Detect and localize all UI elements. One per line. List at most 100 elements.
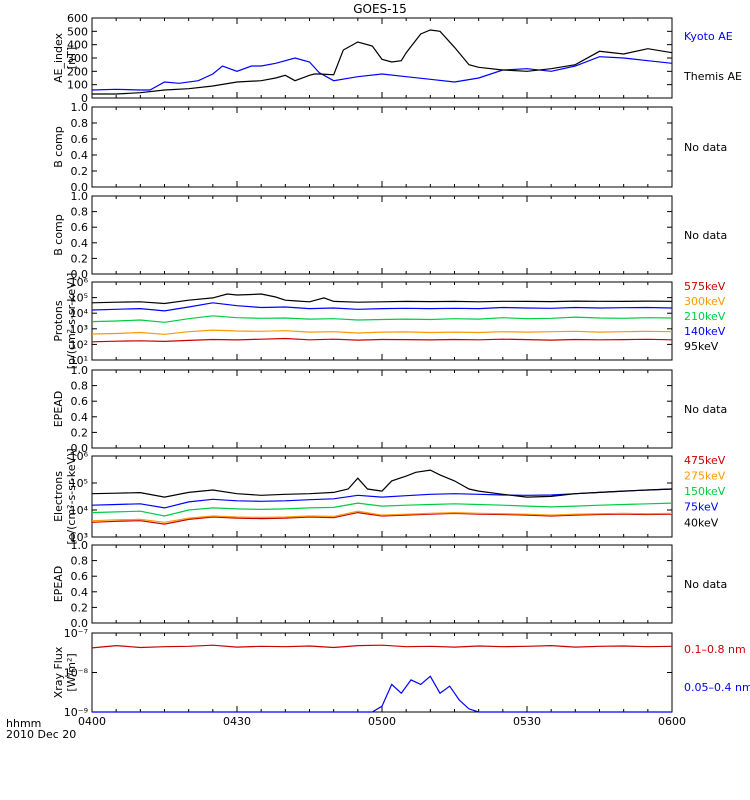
y-tick-label: 100 (67, 79, 88, 92)
panel-frame (91, 106, 673, 188)
series-line (91, 329, 673, 335)
y-tick-label: 0.4 (71, 149, 89, 162)
panel-protons: 10¹ 10² 10³ 10⁴ 10⁵ 10⁶ Protons [p/(cm²-s-sr-ke… (52, 273, 726, 370)
y-axis-label: EPEAD (52, 566, 65, 603)
y-tick-label: 10⁴ (70, 504, 89, 517)
y-tick-label: 200 (67, 65, 88, 78)
y-tick-label: 0.8 (71, 555, 89, 568)
series-line (92, 29, 673, 95)
y-axis-label: B comp (52, 214, 65, 256)
panel-frame (91, 369, 673, 449)
y-axis-unit: [p/(cm²-s-sr-keV)] (65, 273, 78, 370)
legend-entry: 75keV (684, 501, 719, 514)
y-tick-label: 10⁵ (70, 477, 88, 490)
no-data-label: No data (684, 141, 727, 154)
y-tick-label: 10⁵ (70, 292, 88, 305)
y-axis-label: Xray Flux (52, 646, 65, 698)
y-axis-label: B comp (52, 126, 65, 168)
legend-entry: 210keV (684, 310, 726, 323)
y-tick-label: 0 (81, 92, 88, 105)
y-axis-unit: [nT] (65, 47, 78, 69)
panel-frame (91, 544, 673, 624)
series-line (91, 502, 673, 517)
x-tick-label: 0500 (368, 715, 396, 728)
x-axis-date-label: 2010 Dec 20 (6, 728, 76, 741)
y-tick-label: 0.0 (71, 442, 89, 455)
y-axis-label: Electrons (52, 471, 65, 522)
series-line (91, 469, 673, 498)
legend-entry: 0.05–0.4 nm (684, 681, 750, 694)
no-data-label: No data (684, 229, 727, 242)
y-tick-label: 10⁻⁸ (64, 667, 89, 680)
x-tick-label: 0430 (223, 715, 251, 728)
y-axis-unit: [W/m²] (65, 653, 78, 691)
y-axis-label: Protons (52, 300, 65, 341)
y-tick-label: 10⁻⁹ (64, 706, 88, 719)
series-line (91, 315, 673, 323)
legend-entry: Themis AE (683, 70, 742, 83)
legend-entry: Kyoto AE (684, 30, 733, 43)
y-axis-unit: [e/(cm²-s-sr-keV)] (65, 448, 78, 544)
y-tick-label: 0.6 (71, 133, 89, 146)
no-data-label: No data (684, 403, 727, 416)
y-tick-label: 500 (67, 25, 88, 38)
y-tick-label: 10⁴ (70, 307, 89, 320)
legend-entry: 575keV (684, 280, 726, 293)
series-line (91, 302, 673, 312)
legend-entry: 95keV (684, 340, 719, 353)
series-line (91, 293, 673, 305)
y-axis-label: EPEAD (52, 391, 65, 428)
panel-epead1: 0.0 0.2 0.4 0.6 0.8 1.0 EPEAD No data (52, 364, 727, 455)
series-line (91, 511, 673, 525)
x-axis-unit-label: hhmm (6, 717, 41, 730)
y-tick-label: 1.0 (71, 190, 89, 203)
y-tick-label: 400 (67, 39, 88, 52)
y-tick-label: 0.0 (71, 617, 89, 630)
x-tick-label: 0530 (513, 715, 541, 728)
series-line (91, 488, 673, 509)
chart-title: GOES-15 (353, 2, 407, 16)
y-tick-label: 1.0 (71, 539, 89, 552)
legend-entry: 475keV (684, 454, 726, 467)
y-axis-label: AE_index (52, 32, 65, 83)
series-line (91, 644, 673, 649)
series-line (92, 675, 672, 713)
y-tick-label: 0.2 (71, 165, 89, 178)
y-tick-label: 0.6 (71, 221, 89, 234)
y-tick-label: 1.0 (71, 101, 89, 114)
y-tick-label: 0.0 (71, 268, 89, 281)
x-tick-label: 0400 (78, 715, 106, 728)
panel-b2: 0.0 0.2 0.4 0.6 0.8 1.0 B comp No data (52, 190, 727, 281)
y-tick-label: 10³ (70, 531, 88, 544)
y-tick-label: 0.8 (71, 206, 89, 219)
series-line (91, 56, 673, 91)
y-tick-label: 0.4 (71, 586, 89, 599)
y-tick-label: 0.0 (71, 181, 89, 194)
panel-epead2: 0.0 0.2 0.4 0.6 0.8 1.0 EPEAD No data (52, 539, 727, 630)
y-tick-label: 0.4 (71, 411, 89, 424)
y-tick-label: 0.8 (71, 117, 89, 130)
panel-electrons: 10³ 10⁴ 10⁵ 10⁶ Electrons [e/(cm²-s-sr-keV)] 4… (52, 448, 726, 544)
legend-entry: 275keV (684, 470, 726, 483)
y-tick-label: 10² (70, 338, 88, 351)
panel-xray: 10⁻⁹ 10⁻⁸ 10⁻⁷ Xray Flux [W/m²] 0.1–0.8 nm 0.0… (52, 627, 750, 719)
panel-frame (91, 17, 673, 99)
y-tick-label: 0.4 (71, 237, 89, 250)
legend-entry: 40keV (684, 516, 719, 529)
no-data-label: No data (684, 578, 727, 591)
y-tick-label: 300 (67, 52, 88, 65)
y-tick-label: 0.6 (71, 570, 89, 583)
y-tick-label: 0.2 (71, 426, 89, 439)
legend-entry: 300keV (684, 295, 726, 308)
legend-entry: 0.1–0.8 nm (684, 643, 746, 656)
panel-frame (91, 281, 673, 361)
y-tick-label: 0.6 (71, 395, 89, 408)
y-tick-label: 0.2 (71, 601, 89, 614)
y-tick-label: 600 (67, 12, 88, 25)
y-tick-label: 0.2 (71, 252, 89, 265)
x-tick-label: 0600 (658, 715, 686, 728)
y-tick-label: 10⁶ (70, 276, 89, 289)
